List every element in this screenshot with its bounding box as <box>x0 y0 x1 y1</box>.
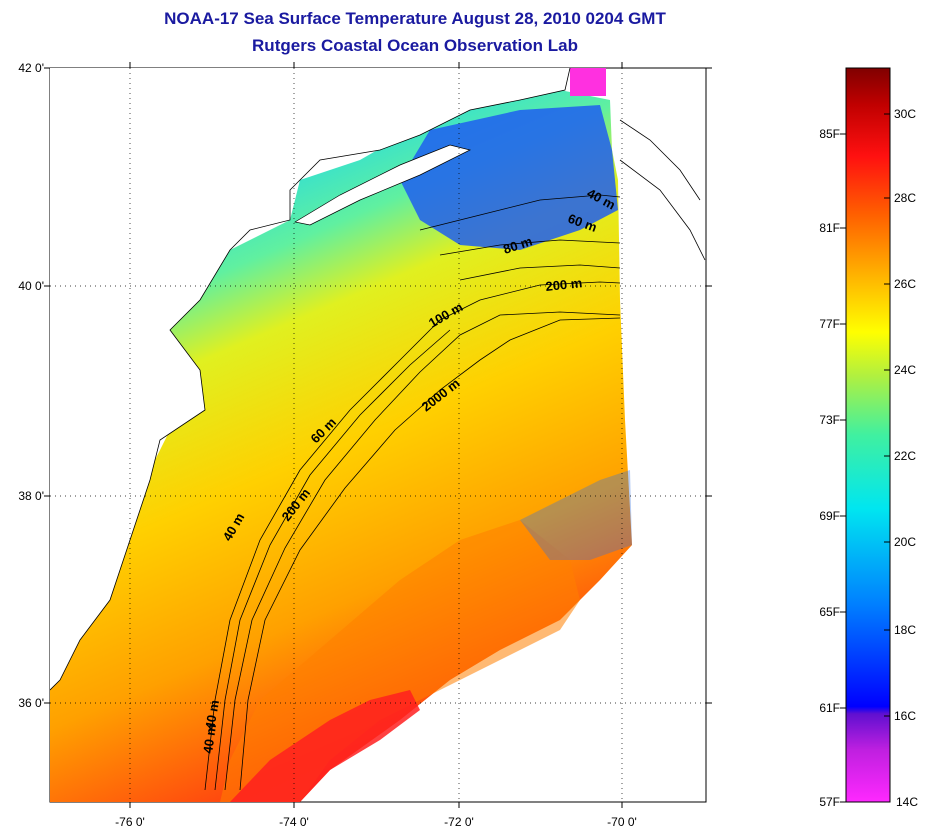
isobath-label: 40 m <box>202 699 222 731</box>
lat-label: 36 0' <box>18 696 44 710</box>
celsius-label: 26C <box>894 277 916 291</box>
fahrenheit-label: 65F <box>819 605 840 619</box>
fahrenheit-label: 69F <box>819 509 840 523</box>
cold-water-region <box>400 105 618 250</box>
fahrenheit-label: 73F <box>819 413 840 427</box>
cloud-noise <box>520 470 632 560</box>
celsius-label: 16C <box>894 709 916 723</box>
temperature-colorbar <box>845 67 891 803</box>
map-subtitle: Rutgers Coastal Ocean Observation Lab <box>252 36 578 55</box>
map-title: NOAA-17 Sea Surface Temperature August 2… <box>164 9 666 28</box>
lat-label: 40 0' <box>18 279 44 293</box>
lon-label: -70 0' <box>607 815 637 829</box>
lon-label: -76 0' <box>115 815 145 829</box>
celsius-label: 22C <box>894 449 916 463</box>
celsius-label: 18C <box>894 623 916 637</box>
sst-imagery <box>50 68 706 802</box>
fahrenheit-label: 61F <box>819 701 840 715</box>
lon-label: -74 0' <box>279 815 309 829</box>
cape-cod-patch <box>570 68 606 96</box>
axis-ticks <box>44 62 712 808</box>
celsius-label: 20C <box>894 535 916 549</box>
delmarva-land <box>120 340 200 470</box>
warm-water-region <box>220 520 580 802</box>
fahrenheit-label: 81F <box>819 221 840 235</box>
celsius-label: 24C <box>894 363 916 377</box>
lon-label: -72 0' <box>444 815 474 829</box>
isobath-label: 40 m <box>200 723 219 754</box>
coastline <box>50 68 571 691</box>
fahrenheit-label: 77F <box>819 317 840 331</box>
celsius-label: 14C <box>896 795 918 809</box>
isobath-contours <box>204 119 706 791</box>
celsius-label: 30C <box>894 107 916 121</box>
isobath-label: 200 m <box>545 275 583 294</box>
lat-label: 38 0' <box>18 489 44 503</box>
long-island <box>294 144 472 226</box>
lat-label: 42 0' <box>18 61 44 75</box>
colorbar-ticks <box>840 113 890 803</box>
fahrenheit-label: 85F <box>819 127 840 141</box>
celsius-label: 28C <box>894 191 916 205</box>
gulf-stream-band <box>230 690 420 802</box>
fahrenheit-label: 57F <box>819 795 840 809</box>
land-mass <box>50 68 570 690</box>
